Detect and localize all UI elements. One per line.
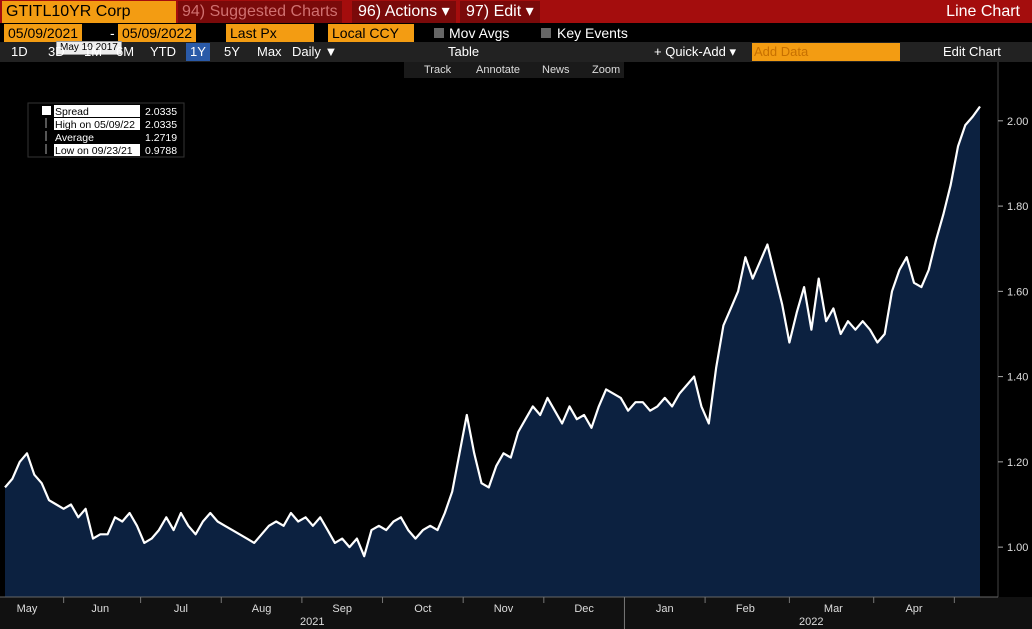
currency[interactable]: Local CCY	[328, 24, 414, 42]
range-button[interactable]: 1M	[84, 44, 103, 59]
legend-label: Low on 09/23/21	[55, 145, 133, 157]
legend-value: 1.2719	[145, 132, 177, 144]
tool-button[interactable]: Annotate	[476, 64, 521, 76]
y-tick-label: 1.40	[1007, 372, 1028, 384]
legend-label: High on 05/09/22	[55, 119, 135, 131]
y-tick-label: 1.80	[1007, 201, 1028, 213]
x-tick-label: Nov	[494, 603, 514, 615]
checkbox[interactable]	[541, 28, 551, 38]
x-tick-label: Jan	[656, 603, 674, 615]
tool-button[interactable]: Zoom	[592, 64, 621, 76]
edit-menu[interactable]: 97) Edit ▾	[460, 1, 540, 23]
tool-button[interactable]: News	[542, 64, 570, 76]
range-button[interactable]: Max	[257, 44, 282, 59]
add-data[interactable]: Add Data	[752, 43, 900, 61]
mov-avgs[interactable]: Mov Avgs	[449, 25, 510, 41]
legend-value: 0.9788	[145, 145, 177, 157]
year-label: 2022	[799, 616, 823, 628]
y-axis-panel	[998, 62, 1032, 597]
key-events[interactable]: Key Events	[557, 25, 628, 41]
y-tick-label: 1.20	[1007, 457, 1028, 469]
legend-label: Spread	[55, 106, 89, 118]
range-button[interactable]: 1Y	[186, 43, 210, 61]
x-tick-label: Sep	[332, 603, 352, 615]
legend-swatch	[42, 106, 51, 115]
chart: 1.00 1.20 1.40 1.60 1.80 2.00 May Jun Jul Aug Sep O…	[0, 62, 1032, 629]
x-tick-label: Jul	[174, 603, 188, 615]
suggested-charts[interactable]: 94) Suggested Charts	[178, 1, 342, 23]
range-button[interactable]: YTD	[150, 44, 176, 59]
range-button[interactable]: 1D	[11, 44, 28, 59]
x-tick-label: Mar	[824, 603, 843, 615]
x-tick-label: Feb	[736, 603, 755, 615]
frequency[interactable]: Daily ▼	[292, 44, 338, 59]
y-tick-label: 1.60	[1007, 286, 1028, 298]
start-date[interactable]: 05/09/2021	[4, 24, 83, 42]
y-tick-label: 2.00	[1007, 116, 1028, 128]
chart-kind: Line Chart	[946, 3, 1020, 20]
range-button[interactable]: 5Y	[224, 44, 240, 59]
legend: Spread 2.0335 High on 05/09/22 2.0335 Averag…	[27, 102, 185, 158]
table-button[interactable]: Table	[448, 44, 480, 59]
tool-button[interactable]: Track	[424, 64, 452, 76]
legend-label-bg	[54, 118, 140, 130]
security[interactable]: GTITL10YR Corp	[2, 1, 176, 23]
x-tick-label: Apr	[905, 603, 922, 615]
tools-bar	[404, 62, 624, 78]
legend-label-bg	[54, 105, 140, 117]
legend-value: 2.0335	[145, 119, 177, 131]
end-date[interactable]: 05/09/2022	[118, 24, 197, 42]
x-tick-label: Aug	[252, 603, 272, 615]
checkbox[interactable]	[434, 28, 444, 38]
area-fill	[5, 106, 980, 597]
line	[4, 105, 981, 558]
x-tick-label: Jun	[91, 603, 109, 615]
legend-value: 2.0335	[145, 106, 177, 118]
x-tick-label: Oct	[414, 603, 431, 615]
range-button[interactable]: 3D	[48, 44, 65, 59]
x-tick-label: May	[17, 603, 38, 615]
year-label: 2021	[300, 616, 324, 628]
date-dash: -	[110, 25, 115, 41]
y-tick-label: 1.00	[1007, 542, 1028, 554]
quick-add[interactable]: + Quick-Add ▾	[654, 44, 737, 59]
legend-label: Average	[55, 132, 94, 144]
field[interactable]: Last Px	[226, 24, 314, 42]
range-button[interactable]: 6M	[116, 44, 135, 59]
legend-label-bg	[54, 144, 140, 156]
x-tick-label: Dec	[574, 603, 594, 615]
tooltip: May 10 2017	[56, 41, 122, 55]
x-axis-panel	[0, 597, 1032, 629]
legend-label-bg	[54, 131, 140, 143]
actions-menu[interactable]: 96) Actions ▾	[352, 1, 456, 23]
edit-chart[interactable]: Edit Chart	[943, 44, 1001, 59]
